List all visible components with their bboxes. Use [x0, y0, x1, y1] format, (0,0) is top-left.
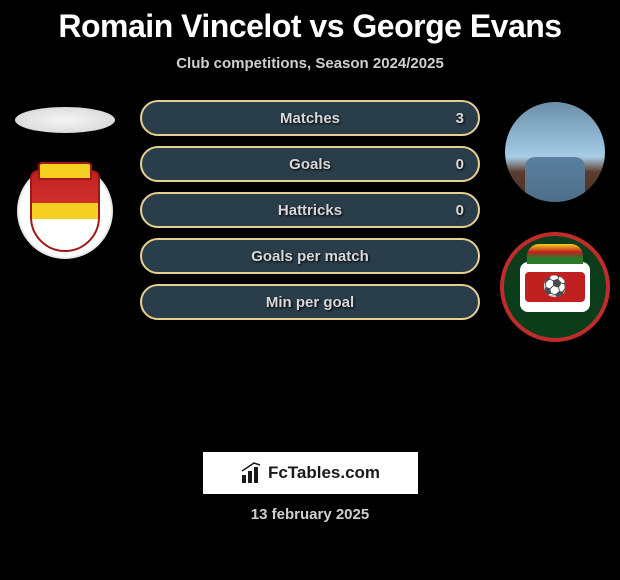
- left-player-column: [10, 107, 120, 259]
- stats-bars: Matches 3 Goals 0 Hattricks 0 Goals per …: [140, 100, 480, 330]
- club-badge-left: [17, 163, 113, 259]
- brand-text: FcTables.com: [268, 463, 380, 483]
- page-subtitle: Club competitions, Season 2024/2025: [0, 55, 620, 72]
- stat-row-goals-per-match: Goals per match: [140, 238, 480, 274]
- right-player-column: [500, 102, 610, 342]
- stat-value-right: 3: [456, 110, 464, 127]
- stat-value-right: 0: [456, 156, 464, 173]
- badge-crest-left: [30, 170, 100, 252]
- comparison-content: Matches 3 Goals 0 Hattricks 0 Goals per …: [0, 92, 620, 442]
- footer-date: 13 february 2025: [0, 506, 620, 523]
- stat-label: Min per goal: [266, 294, 354, 311]
- stat-label: Hattricks: [278, 202, 342, 219]
- page-title: Romain Vincelot vs George Evans: [0, 0, 620, 45]
- brand-badge: FcTables.com: [203, 452, 418, 494]
- stat-label: Goals: [289, 156, 331, 173]
- club-badge-right: [500, 232, 610, 342]
- player-photo-right: [505, 102, 605, 202]
- stat-label: Goals per match: [251, 248, 369, 265]
- badge-crest-right: [520, 262, 590, 312]
- stat-row-hattricks: Hattricks 0: [140, 192, 480, 228]
- brand-logo-icon: [240, 461, 264, 485]
- player-photo-left: [15, 107, 115, 133]
- stat-row-matches: Matches 3: [140, 100, 480, 136]
- stat-row-min-per-goal: Min per goal: [140, 284, 480, 320]
- stat-row-goals: Goals 0: [140, 146, 480, 182]
- stat-value-right: 0: [456, 202, 464, 219]
- stat-label: Matches: [280, 110, 340, 127]
